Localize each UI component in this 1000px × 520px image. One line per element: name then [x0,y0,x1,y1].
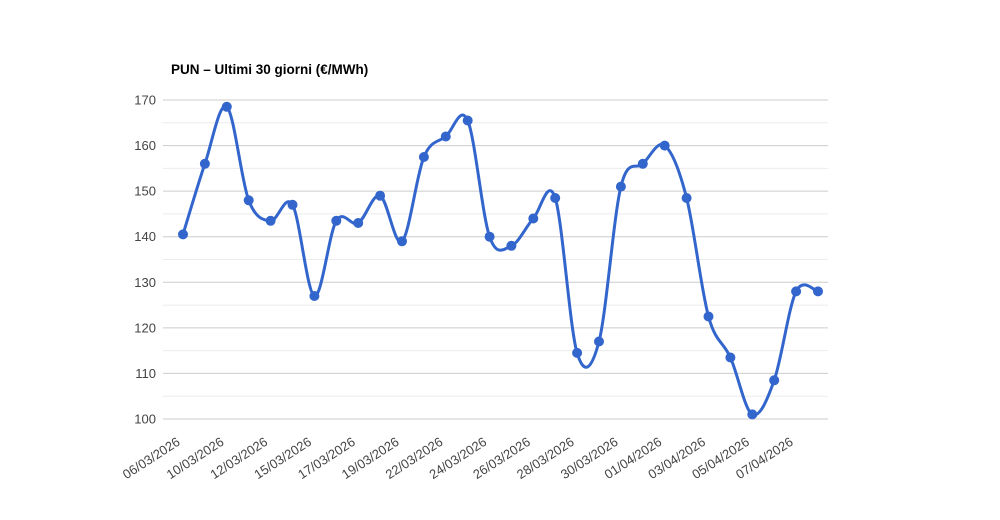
data-point[interactable] [572,347,583,358]
y-axis-label: 100 [134,412,156,427]
y-axis-label: 110 [135,366,156,381]
data-point[interactable] [265,215,276,226]
data-point[interactable] [397,236,407,247]
data-point[interactable] [418,152,429,162]
chart-title: PUN – Ultimi 30 giorni (€/MWh) [171,62,369,77]
y-axis-labels: 100 110 120 130 140 150 160 170 [134,93,156,427]
minor-gridlines [163,122,828,397]
data-point[interactable] [309,291,320,301]
data-point[interactable] [769,375,780,386]
data-point[interactable] [747,409,758,420]
data-point[interactable] [725,352,736,363]
data-point[interactable] [287,199,298,210]
data-points-group [178,101,823,420]
data-point[interactable] [637,158,648,169]
y-axis-label: 120 [134,320,156,335]
data-point[interactable] [813,286,823,297]
data-point[interactable] [243,195,254,206]
y-axis-label: 130 [134,275,156,290]
data-point[interactable] [703,311,714,322]
data-point[interactable] [353,218,364,228]
data-point[interactable] [440,131,451,142]
data-point[interactable] [178,229,188,240]
y-axis-label: 150 [134,184,156,199]
data-point[interactable] [528,213,539,224]
data-point[interactable] [506,240,517,251]
y-axis-label: 160 [134,138,156,153]
data-point[interactable] [375,190,386,201]
series-line [181,104,820,417]
x-axis-labels: 06/03/202610/03/202612/03/202615/03/2026… [120,434,796,482]
data-point[interactable] [221,101,232,112]
major-gridlines [163,99,828,420]
data-point[interactable] [462,115,473,126]
data-point[interactable] [199,158,210,169]
data-point[interactable] [484,231,495,242]
data-point[interactable] [331,215,342,226]
data-point[interactable] [791,286,802,297]
y-axis-label: 140 [134,229,156,244]
data-point[interactable] [659,140,670,151]
data-point[interactable] [594,336,604,347]
series-group [181,104,820,417]
y-axis-label: 170 [134,93,156,108]
data-point[interactable] [681,193,692,203]
data-point[interactable] [550,193,561,203]
data-point[interactable] [615,181,626,192]
